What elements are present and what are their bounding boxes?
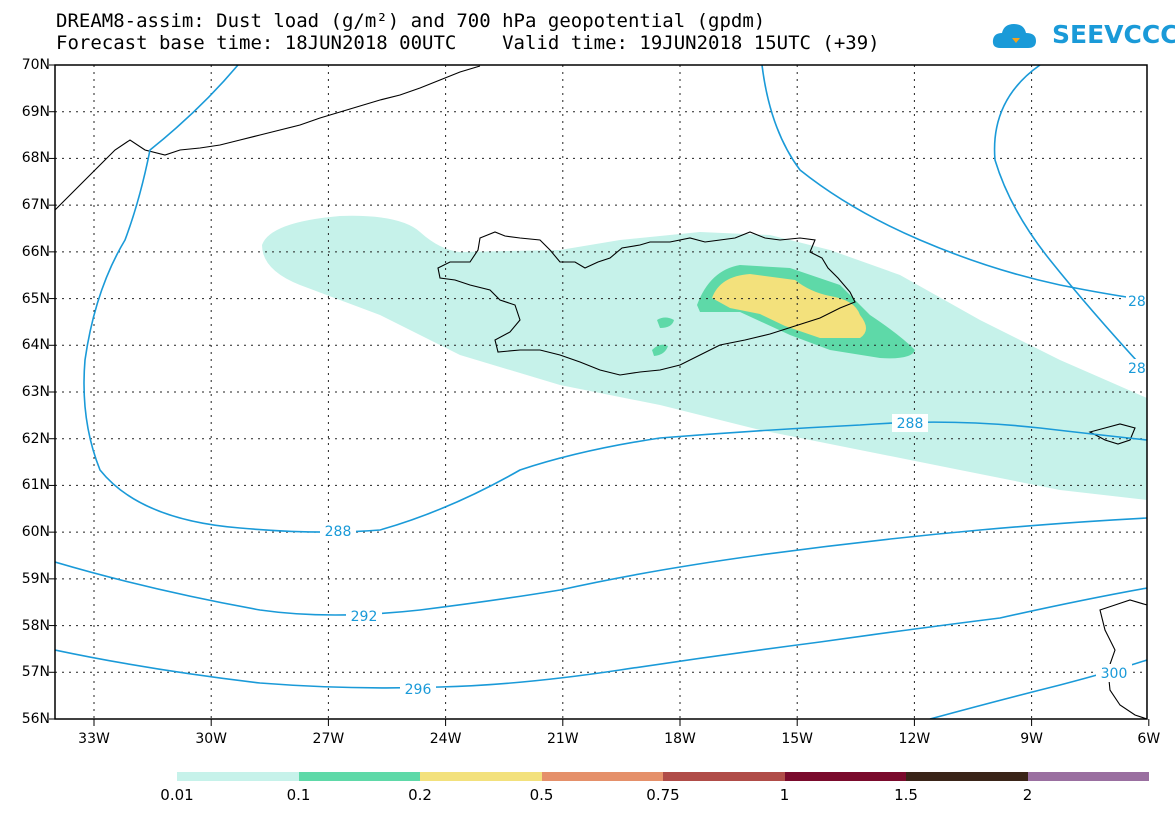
contour-label-288a: 288: [325, 524, 352, 540]
colorbar-label: 1: [779, 786, 790, 804]
lon-label: 9W: [1020, 731, 1043, 747]
lon-label: 12W: [898, 731, 931, 747]
lon-label: 24W: [429, 731, 462, 747]
lat-label: 63N: [21, 384, 50, 400]
dust-area-high: [712, 274, 866, 338]
colorbar-swatch: [784, 772, 906, 781]
map-subtitle: Forecast base time: 18JUN2018 00UTC Vali…: [56, 32, 880, 54]
colorbar-swatch: [541, 772, 663, 781]
lon-label: 30W: [195, 731, 228, 747]
colorbar-swatch: [906, 772, 1028, 781]
lat-label: 66N: [21, 243, 50, 260]
colorbar-label: 0.01: [160, 786, 194, 804]
colorbar-swatch: [420, 772, 542, 781]
colorbar-label: 2: [1022, 786, 1033, 804]
lat-label: 61N: [21, 477, 50, 494]
colorbar-swatch: [663, 772, 785, 781]
cloud-logo-icon: [992, 24, 1036, 48]
lat-label: 56N: [21, 711, 50, 727]
contour-label-300: 300: [1101, 666, 1128, 682]
coastline: [55, 65, 1147, 719]
lon-label: 18W: [664, 731, 696, 747]
lon-label: 15W: [781, 731, 814, 747]
dust-area-low: [262, 215, 1147, 501]
lat-label: 58N: [21, 617, 50, 634]
lat-label: 69N: [21, 103, 50, 120]
lat-label: 67N: [21, 197, 50, 214]
colorbar-label: 0.75: [646, 786, 680, 804]
colorbar-label: 0.5: [529, 786, 554, 804]
lat-label: 62N: [21, 430, 50, 447]
colorbar-label: 1.5: [894, 786, 918, 804]
map-title: DREAM8-assim: Dust load (g/m²) and 700 h…: [56, 10, 766, 32]
lat-label: 70N: [21, 57, 50, 73]
logo-text: SEEVCCC: [1052, 20, 1175, 49]
contour-label-296: 296: [405, 682, 432, 698]
contour-label-288b: 288: [897, 416, 924, 432]
lat-label: 65N: [21, 290, 50, 307]
lon-label: 21W: [546, 731, 579, 747]
lon-label: 33W: [78, 731, 110, 747]
contour-label-28b: 28: [1128, 361, 1146, 377]
colorbar-label: 0.2: [408, 786, 432, 804]
colorbar-swatch: [298, 772, 420, 781]
dust-area-mid-patch1: [657, 317, 674, 328]
colorbar-swatch: [177, 772, 299, 781]
lat-label: 59N: [21, 570, 50, 587]
colorbar-label: 0.1: [286, 786, 311, 804]
dust-area-mid-patch2: [652, 344, 668, 356]
contour-label-28a: 28: [1128, 294, 1146, 310]
lat-label: 60N: [21, 524, 50, 541]
lat-label: 64N: [21, 337, 50, 354]
colorbar-swatch: [1027, 772, 1149, 781]
lat-label: 68N: [21, 150, 50, 167]
lon-label: 6W: [1137, 731, 1161, 747]
lon-label: 27W: [312, 731, 345, 747]
lat-label: 57N: [21, 664, 50, 681]
contour-label-292: 292: [351, 609, 378, 625]
